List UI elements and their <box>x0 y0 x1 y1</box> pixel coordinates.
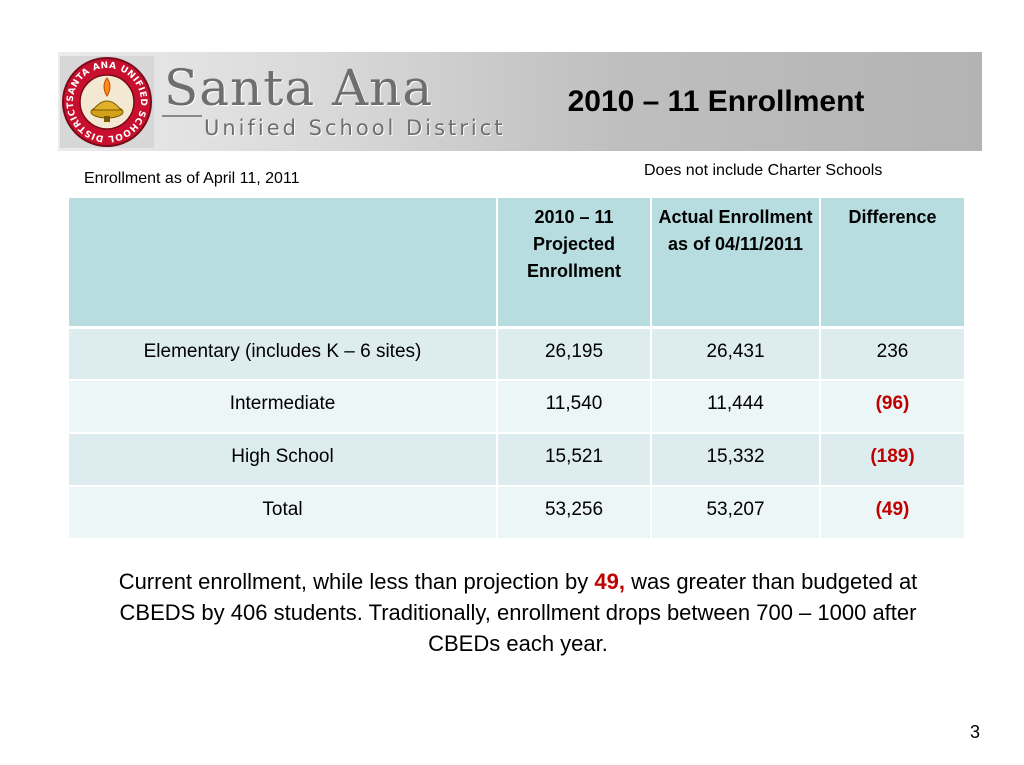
actual-cell: 15,332 <box>650 433 821 487</box>
enrollment-date-note: Enrollment as of April 11, 2011 <box>84 170 300 187</box>
header-banner: SANTA ANA UNIFIED SCHOOL DISTRICT Santa … <box>58 52 982 151</box>
column-header-category <box>67 198 498 329</box>
category-cell: Total <box>67 486 498 540</box>
table-row-total: Total 53,256 53,207 (49) <box>67 486 966 540</box>
summary-paragraph: Current enrollment, while less than proj… <box>100 566 936 659</box>
summary-text-end: was greater than budgeted at CBEDS by 40… <box>119 569 918 656</box>
difference-cell: (96) <box>819 380 966 434</box>
summary-highlight-value: 49, <box>594 569 625 594</box>
column-header-projected: 2010 – 11 Projected Enrollment <box>496 198 652 329</box>
table-row-high-school: High School 15,521 15,332 (189) <box>67 433 966 487</box>
projected-cell: 11,540 <box>496 380 652 434</box>
summary-text-start: Current enrollment, while less than proj… <box>118 569 595 594</box>
district-wordmark: Santa Ana Unified School District <box>162 56 532 148</box>
category-cell: Intermediate <box>67 380 498 434</box>
projected-cell: 53,256 <box>496 486 652 540</box>
slide-title: 2010 – 11 Enrollment <box>567 85 865 118</box>
actual-cell: 11,444 <box>650 380 821 434</box>
actual-cell: 53,207 <box>650 486 821 540</box>
projected-cell: 15,521 <box>496 433 652 487</box>
difference-cell: (49) <box>819 486 966 540</box>
projected-cell: 26,195 <box>496 327 652 381</box>
district-seal-logo: SANTA ANA UNIFIED SCHOOL DISTRICT <box>60 56 154 148</box>
difference-cell: (189) <box>819 433 966 487</box>
category-cell: High School <box>67 433 498 487</box>
brand-subtitle: Unified School District <box>204 116 506 140</box>
actual-cell: 26,431 <box>650 327 821 381</box>
table-row-intermediate: Intermediate 11,540 11,444 (96) <box>67 380 966 434</box>
difference-cell: 236 <box>819 327 966 381</box>
charter-exclusion-note: Does not include Charter Schools <box>644 162 883 179</box>
enrollment-table: 2010 – 11 Projected Enrollment Actual En… <box>67 198 966 540</box>
page-number: 3 <box>969 722 980 742</box>
category-cell: Elementary (includes K – 6 sites) <box>67 327 498 381</box>
table-row-elementary: Elementary (includes K – 6 sites) 26,195… <box>67 327 966 381</box>
brand-name: Santa Ana <box>164 59 434 117</box>
table-header-row: 2010 – 11 Projected Enrollment Actual En… <box>67 198 966 329</box>
column-header-actual: Actual Enrollment as of 04/11/2011 <box>650 198 821 329</box>
column-header-difference: Difference <box>819 198 966 329</box>
brand-divider <box>162 115 202 117</box>
